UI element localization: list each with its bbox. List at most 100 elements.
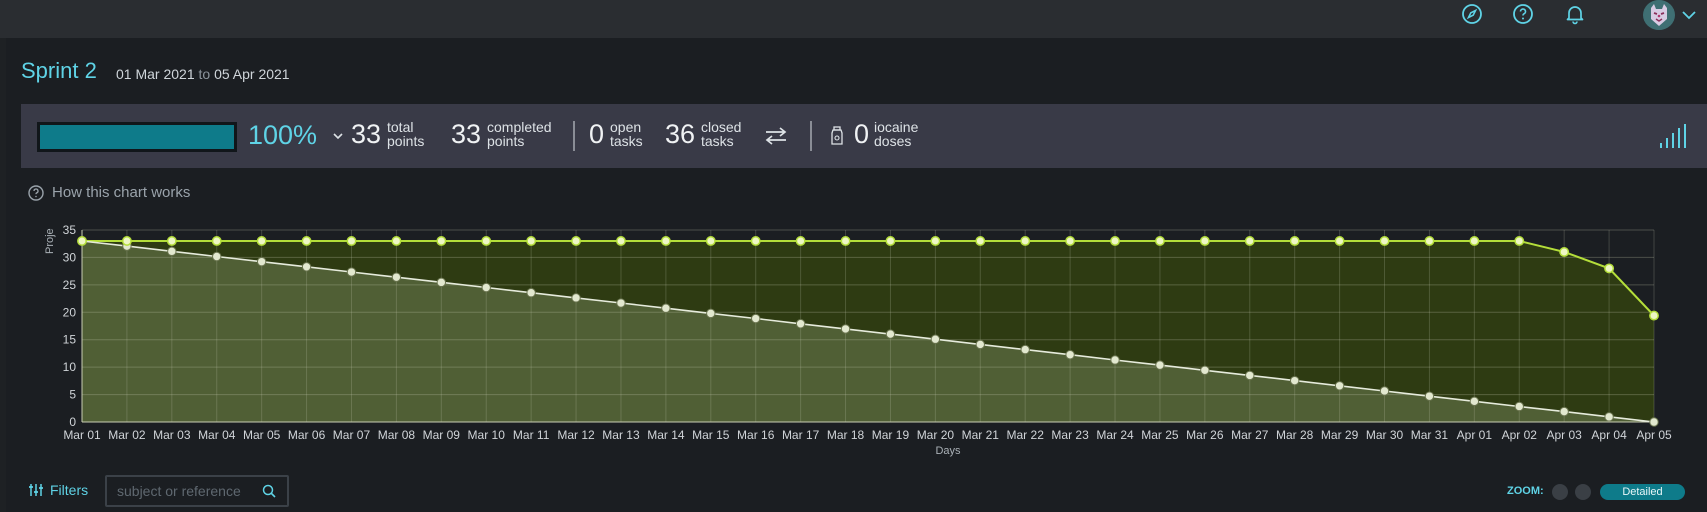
optimal-point — [1469, 396, 1480, 407]
swap-arrows-icon[interactable] — [763, 125, 789, 147]
x-tick-label: Mar 04 — [198, 428, 236, 442]
real-point — [1065, 236, 1076, 246]
optimal-point — [481, 282, 491, 293]
optimal-point — [885, 329, 896, 339]
x-tick-label: Apr 04 — [1591, 428, 1627, 442]
real-point — [660, 236, 671, 246]
filters-button[interactable]: Filters — [50, 482, 89, 498]
x-tick-label: Mar 29 — [1321, 428, 1359, 442]
real-point — [166, 236, 177, 246]
total-points-label: total points — [387, 120, 424, 148]
x-tick-label: Mar 20 — [917, 428, 955, 442]
chevron-down-icon[interactable] — [331, 128, 345, 142]
optimal-point — [391, 272, 402, 282]
x-tick-label: Mar 17 — [782, 428, 820, 442]
real-point — [1469, 236, 1480, 246]
search-input[interactable] — [117, 483, 257, 499]
x-tick-label: Mar 02 — [108, 428, 146, 442]
iocaine-label-line2: doses — [874, 133, 912, 149]
bell-icon[interactable] — [1563, 2, 1587, 26]
help-icon[interactable] — [1511, 2, 1535, 26]
x-tick-label: Mar 12 — [557, 428, 595, 442]
real-point — [121, 236, 132, 246]
x-tick-label: Mar 03 — [153, 428, 191, 442]
y-axis-label: Proje — [44, 228, 56, 254]
zoom-option-detailed[interactable]: Detailed — [1600, 484, 1685, 500]
avatar[interactable] — [1643, 0, 1675, 30]
sprint-start-date: 01 Mar 2021 — [116, 66, 195, 82]
real-point — [346, 236, 357, 246]
x-tick-label: Mar 18 — [827, 428, 865, 442]
x-tick-label: Apr 03 — [1546, 428, 1582, 442]
total-points-value: 33 — [351, 119, 382, 149]
optimal-point — [1514, 401, 1524, 412]
search-icon[interactable] — [261, 483, 277, 499]
x-tick-label: Mar 16 — [737, 428, 775, 442]
compass-icon[interactable] — [1460, 2, 1484, 26]
x-tick-label: Mar 11 — [513, 428, 550, 442]
optimal-point — [1110, 355, 1120, 365]
optimal-point — [346, 267, 357, 277]
y-tick-label: 20 — [63, 305, 77, 319]
real-point — [705, 236, 716, 246]
optimal-point — [930, 334, 941, 344]
how-chart-works-link[interactable]: How this chart works — [52, 184, 191, 201]
progress-bar — [37, 122, 237, 152]
x-tick-label: Apr 02 — [1502, 428, 1538, 442]
sliders-icon[interactable] — [28, 482, 44, 498]
divider — [810, 121, 812, 151]
real-point — [1514, 236, 1525, 246]
divider — [573, 121, 575, 151]
optimal-point — [167, 246, 177, 257]
optimal-point — [1379, 386, 1390, 396]
x-tick-label: Mar 24 — [1096, 428, 1134, 442]
x-tick-label: Mar 07 — [333, 428, 371, 442]
x-axis-label: Days — [935, 445, 961, 457]
open-tasks-value: 0 — [589, 119, 605, 149]
optimal-point — [212, 251, 222, 262]
real-point — [750, 236, 761, 246]
optimal-point — [1649, 417, 1659, 427]
chevron-down-icon[interactable] — [1680, 6, 1698, 24]
real-point — [256, 236, 267, 246]
real-point — [885, 236, 896, 246]
zoom-label: ZOOM: — [1507, 485, 1544, 497]
zoom-option[interactable] — [1552, 484, 1568, 500]
iocaine-value: 0 — [854, 119, 870, 149]
optimal-point — [1200, 365, 1210, 375]
optimal-point — [616, 298, 626, 308]
sprint-end-date: 05 Apr 2021 — [214, 66, 290, 82]
page-title: Sprint 2 — [21, 58, 97, 83]
optimal-point — [1334, 381, 1345, 391]
optimal-point — [975, 339, 985, 350]
real-point — [1424, 236, 1435, 246]
real-point — [436, 236, 447, 246]
y-tick-label: 10 — [63, 360, 77, 374]
real-point — [1559, 246, 1570, 257]
x-tick-label: Apr 05 — [1636, 428, 1672, 442]
closed-tasks-label-line1: closed — [701, 119, 742, 135]
x-tick-label: Mar 26 — [1186, 428, 1224, 442]
optimal-point — [436, 277, 447, 288]
help-icon[interactable] — [27, 184, 45, 202]
completed-points-value: 33 — [451, 119, 482, 149]
progress-bar-fill — [40, 125, 234, 149]
total-points-label-line2: points — [387, 133, 425, 149]
x-tick-label: Mar 19 — [872, 428, 910, 442]
real-point — [840, 236, 851, 246]
y-tick-label: 35 — [63, 223, 77, 237]
optimal-point — [1065, 350, 1075, 360]
real-point — [77, 236, 87, 246]
optimal-point — [1559, 406, 1569, 417]
open-tasks-label: open tasks — [610, 120, 643, 148]
real-point — [1604, 263, 1615, 274]
chart-points — [77, 236, 1659, 427]
optimal-point — [1289, 375, 1300, 386]
optimal-progress-line — [81, 240, 1655, 423]
bar-graph-icon[interactable] — [1657, 122, 1689, 150]
real-point — [1244, 236, 1255, 246]
zoom-option[interactable] — [1575, 484, 1591, 500]
x-tick-label: Mar 25 — [1141, 428, 1179, 442]
real-point — [211, 236, 222, 246]
x-tick-label: Mar 23 — [1051, 428, 1089, 442]
